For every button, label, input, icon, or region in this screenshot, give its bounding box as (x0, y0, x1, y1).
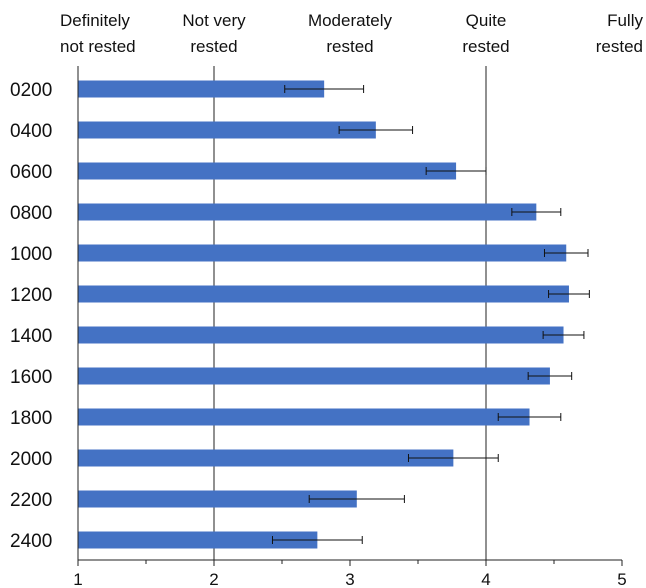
category-label-2000: 2000 (10, 449, 52, 470)
scale-descriptor-3-line-1: Moderately (308, 11, 393, 30)
bar-2000 (78, 449, 454, 467)
bar-1600 (78, 367, 550, 385)
x-tick-label-5: 5 (617, 570, 626, 588)
scale-descriptor-2-line-1: Not very (182, 11, 246, 30)
category-label-0400: 0400 (10, 121, 52, 142)
category-label-2200: 2200 (10, 490, 52, 511)
category-label-1600: 1600 (10, 367, 52, 388)
category-label-1200: 1200 (10, 285, 52, 306)
scale-descriptor-2-line-2: rested (190, 37, 237, 56)
category-label-1000: 1000 (10, 244, 52, 265)
scale-descriptor-1-line-1: Definitely (60, 11, 130, 30)
scale-descriptor-5-line-1: Fully (607, 11, 643, 30)
bar-2200 (78, 490, 357, 508)
category-label-2400: 2400 (10, 531, 52, 552)
bar-1000 (78, 244, 567, 262)
x-tick-label-1: 1 (73, 570, 82, 588)
x-tick-label-3: 3 (345, 570, 354, 588)
category-label-1400: 1400 (10, 326, 52, 347)
x-tick-label-4: 4 (481, 570, 490, 588)
category-label-1800: 1800 (10, 408, 52, 429)
category-label-0600: 0600 (10, 162, 52, 183)
scale-descriptor-4-line-2: rested (462, 37, 509, 56)
scale-descriptor-4-line-1: Quite (466, 11, 507, 30)
bar-0800 (78, 203, 537, 221)
bar-1200 (78, 285, 569, 303)
x-tick-label-2: 2 (209, 570, 218, 588)
bar-0600 (78, 162, 457, 180)
bar-0200 (78, 80, 325, 98)
category-label-0800: 0800 (10, 203, 52, 224)
scale-descriptor-3-line-2: rested (326, 37, 373, 56)
scale-descriptor-5-line-2: rested (596, 37, 643, 56)
bar-0400 (78, 121, 376, 139)
bar-1400 (78, 326, 564, 344)
scale-descriptor-1-line-2: not rested (60, 37, 136, 56)
bar-1800 (78, 408, 530, 426)
bar-2400 (78, 531, 318, 549)
category-label-0200: 0200 (10, 80, 52, 101)
